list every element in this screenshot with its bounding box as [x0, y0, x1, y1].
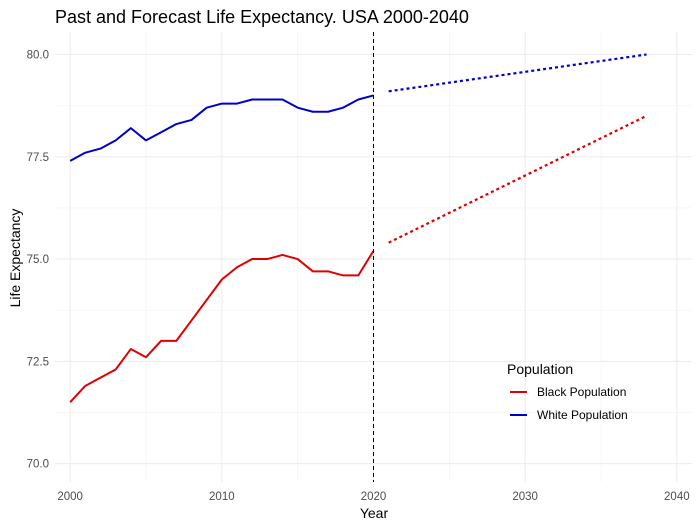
legend: Population Black Population White Popula…: [507, 361, 628, 422]
white-population-forecast-line: [388, 53, 647, 93]
legend-title: Population: [507, 361, 573, 377]
y-tick-label: 80.0: [27, 50, 49, 62]
x-tick-label: 2040: [664, 491, 690, 503]
series-layer: [69, 32, 647, 482]
white-population-line: [69, 94, 374, 162]
y-tick-label: 77.5: [27, 152, 49, 164]
x-tick-label: 2030: [512, 491, 538, 503]
chart-title: Past and Forecast Life Expectancy. USA 2…: [55, 7, 469, 27]
x-tick-label: 2010: [209, 491, 235, 503]
black-population-line: [69, 250, 375, 403]
legend-label-black-population: Black Population: [537, 385, 626, 399]
x-tick-label: 2020: [361, 491, 387, 503]
x-axis-title: Year: [360, 505, 389, 521]
black-population-forecast-line: [388, 114, 647, 244]
y-tick-label: 72.5: [27, 356, 49, 368]
y-tick-label: 70.0: [27, 459, 49, 471]
x-tick-label: 2000: [57, 491, 83, 503]
legend-label-white-population: White Population: [537, 408, 628, 422]
y-tick-label: 75.0: [27, 254, 49, 266]
y-axis-title: Life Expectancy: [7, 209, 23, 308]
tick-labels: 2000 2010 2020 2030 2040 70.0 72.5 75.0 77.5 80.0: [27, 50, 690, 504]
